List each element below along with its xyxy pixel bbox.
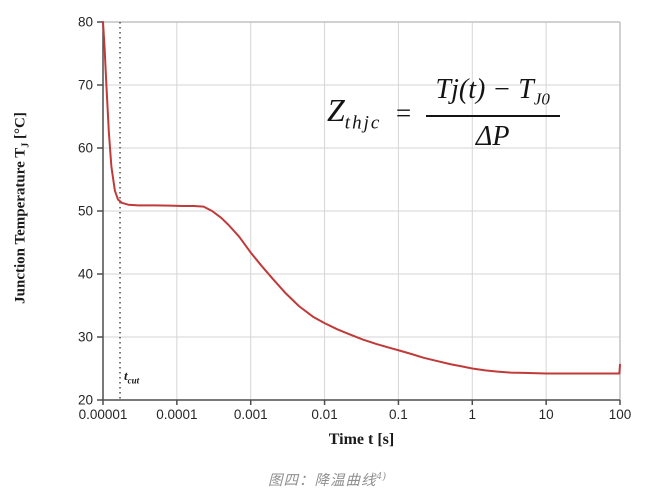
x-axis-title: Time t [s] [328,431,395,448]
y-axis-title-text: Junction Temperature T [12,147,29,304]
numerator-term1: Tj(t) [435,74,486,105]
y-tick-label: 70 [78,78,93,93]
y-axis-title: Junction Temperature TJ [°C] [13,112,32,304]
x-tick-label: 100 [609,407,632,422]
figure-caption-text: 图四：降温曲线 [268,473,377,489]
y-tick-label: 50 [78,204,93,219]
y-axis-title-unit: [°C] [12,112,29,143]
figure-caption: 图四：降温曲线4) [268,469,387,490]
formula-fraction: Tj(t) − TJ0 ΔP [425,74,560,153]
y-tick-label: 80 [78,15,93,30]
formula-denominator: ΔP [475,120,510,152]
x-tick-label: 1 [469,407,477,422]
numerator-term2-base: T [518,74,534,105]
formula-numerator: Tj(t) − TJ0 [425,74,560,117]
zthjc-formula: Zthjc = Tj(t) − TJ0 ΔP [327,74,560,153]
y-tick-label: 60 [78,141,93,156]
numerator-minus-sign: − [492,74,512,105]
figure-caption-footnote-mark: 4) [376,471,387,483]
formula-lhs-base: Z [327,92,345,129]
t-cut-subscript: cut [127,375,140,386]
t-cut-annotation: tcut [124,368,139,386]
cooling-curve [102,21,621,375]
formula-lhs-subscript: thjc [344,112,382,134]
x-tick-label: 0.0001 [156,407,197,422]
y-tick-label: 30 [78,330,93,345]
numerator-term2-subscript: J0 [533,89,550,109]
y-tick-label: 20 [78,393,93,408]
formula-lhs: Zthjc [327,92,381,134]
y-tick-label: 40 [78,267,93,282]
x-tick-label: 0.001 [234,407,268,422]
x-tick-label: 0.01 [311,407,337,422]
x-tick-label: 10 [539,407,554,422]
x-tick-label: 0.1 [389,407,408,422]
formula-equals-sign: = [394,97,413,128]
x-tick-label: 0.00001 [79,407,128,422]
y-axis-title-subscript: J [20,142,32,148]
t-cut-base: t [124,368,128,383]
plot-area: 20 30 40 50 60 70 80 0.00001 0.0001 0.001 0.01 0.1 1… [78,15,632,423]
